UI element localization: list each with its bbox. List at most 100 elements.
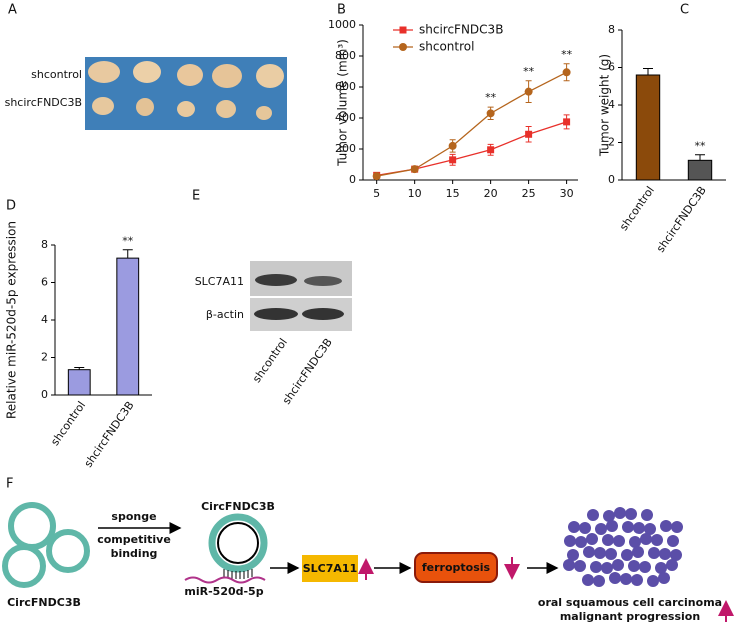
cell: [667, 535, 679, 547]
y-axis-label: Tumor weight (g): [598, 54, 612, 157]
legend-label: shcircFNDC3B: [419, 23, 503, 37]
cell: [606, 520, 618, 532]
cell: [613, 535, 625, 547]
cell: [633, 522, 645, 534]
x-tick-label: 20: [484, 187, 498, 200]
y-axis-label: Relative miR-520d-5p expression: [5, 221, 19, 419]
legend-label: shcontrol: [419, 40, 474, 54]
significance: **: [695, 140, 707, 153]
tumor-photo: [85, 57, 287, 130]
x-tick-label: shcontrol: [48, 399, 88, 448]
significance: **: [485, 91, 497, 104]
cell: [602, 534, 614, 546]
cell: [590, 561, 602, 573]
point: [562, 68, 571, 77]
cell: [659, 548, 671, 560]
series-line: [376, 71, 567, 177]
point: [487, 146, 495, 154]
bar: [687, 159, 713, 181]
cell: [563, 559, 575, 571]
y-tick-label: 6: [608, 61, 615, 74]
point: [448, 141, 457, 150]
point: [525, 130, 533, 138]
panel-label: F: [6, 477, 13, 492]
cell: [622, 521, 634, 533]
cell: [629, 536, 641, 548]
lane-label: shcircFNDC3B: [280, 336, 335, 407]
row-label: shcontrol: [31, 68, 82, 81]
lane-label: shcontrol: [250, 336, 290, 385]
cell: [632, 546, 644, 558]
cell: [644, 523, 656, 535]
circrna-rings: [2, 502, 268, 588]
panel-label: D: [6, 199, 16, 214]
process-label: ferroptosis: [422, 561, 491, 574]
y-tick-label: 4: [608, 98, 615, 111]
error-bar: [643, 67, 653, 75]
point: [524, 87, 533, 96]
circ-label: CircFNDC3B: [201, 500, 275, 513]
cell: [586, 533, 598, 545]
x-tick-label: 10: [408, 187, 422, 200]
circ-label: CircFNDC3B: [7, 596, 81, 609]
y-tick-label: 800: [335, 49, 356, 62]
significance: **: [122, 235, 134, 248]
cell: [575, 536, 587, 548]
band-label: β-actin: [206, 308, 244, 321]
y-tick-label: 2: [608, 136, 615, 149]
panel-label: B: [337, 3, 346, 18]
x-tick-label: 25: [522, 187, 536, 200]
cell: [595, 523, 607, 535]
point: [449, 156, 457, 164]
bar: [116, 257, 140, 396]
outcome-label: malignant progression: [560, 610, 700, 623]
panel-label: C: [680, 3, 689, 18]
cell: [568, 521, 580, 533]
cell: [628, 560, 640, 572]
cell: [574, 560, 586, 572]
y-tick-label: 0: [349, 173, 356, 186]
y-tick-label: 2: [41, 351, 48, 364]
cell: [579, 522, 591, 534]
cell: [655, 562, 667, 574]
cell: [583, 546, 595, 558]
western-blot: [250, 261, 352, 331]
panel-label: E: [192, 189, 200, 204]
cell: [612, 559, 624, 571]
cell: [666, 559, 678, 571]
x-tick-label: 5: [373, 187, 380, 200]
arrow-label: binding: [111, 547, 158, 560]
y-tick-label: 8: [41, 238, 48, 251]
y-tick-label: 1000: [328, 18, 356, 31]
target-box: [302, 555, 358, 582]
cell: [625, 508, 637, 520]
y-tick-label: 200: [335, 142, 356, 155]
point: [372, 172, 381, 181]
y-tick-label: 6: [41, 276, 48, 289]
x-tick-label: shcircFNDC3B: [654, 184, 709, 255]
cell: [631, 574, 643, 586]
cell: [593, 575, 605, 587]
significance: **: [561, 48, 573, 61]
point: [563, 118, 571, 126]
panel-label: A: [8, 3, 17, 18]
cell: [582, 574, 594, 586]
cell: [603, 510, 615, 522]
target-label: SLC7A11: [303, 562, 357, 575]
process-box: [414, 552, 498, 583]
bar: [67, 369, 91, 396]
cell: [609, 572, 621, 584]
cell: [670, 549, 682, 561]
point: [486, 109, 495, 118]
x-tick-label: 15: [446, 187, 460, 200]
cell: [567, 549, 579, 561]
y-tick-label: 0: [41, 388, 48, 401]
cell-cluster: [563, 507, 683, 587]
bar: [635, 74, 661, 181]
x-tick-label: shcircFNDC3B: [82, 399, 137, 470]
y-tick-label: 600: [335, 80, 356, 93]
arrow-label: competitive: [97, 533, 171, 546]
cell: [658, 572, 670, 584]
point: [410, 165, 419, 174]
